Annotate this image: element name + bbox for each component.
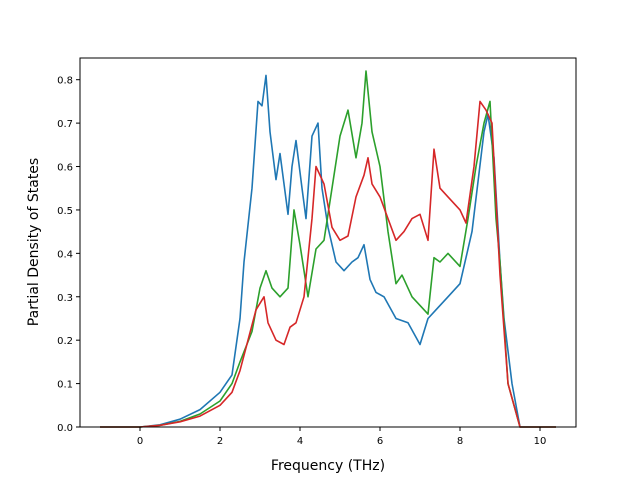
y-tick-label: 0.6 <box>57 163 73 174</box>
y-tick-label: 0.0 <box>57 423 73 434</box>
y-tick-label: 0.5 <box>57 206 73 217</box>
x-tick-label: 10 <box>534 436 547 447</box>
y-tick-label: 0.2 <box>57 336 73 347</box>
y-tick-label: 0.7 <box>57 119 73 130</box>
y-tick-label: 0.8 <box>57 76 73 87</box>
x-tick-label: 0 <box>137 436 143 447</box>
axes-frame <box>79 57 577 428</box>
series-line-3 <box>100 100 556 428</box>
y-tick-label: 0.3 <box>57 293 73 304</box>
x-tick-label: 6 <box>377 436 383 447</box>
y-axis-label: Partial Density of States <box>26 158 42 326</box>
plot-area: 0 2 4 6 8 10 0.0 0.1 0.2 0.3 0.4 0.5 0.6 0.7 0.8 <box>57 57 577 447</box>
y-tick-label: 0.1 <box>57 380 73 391</box>
series-line-1 <box>100 74 556 428</box>
x-axis-label: Frequency (THz) <box>271 458 385 474</box>
series-group <box>100 70 556 428</box>
x-tick-label: 4 <box>297 436 303 447</box>
y-tick-label: 0.4 <box>57 249 73 260</box>
y-axis-ticks: 0.0 0.1 0.2 0.3 0.4 0.5 0.6 0.7 0.8 <box>57 76 80 434</box>
x-tick-label: 8 <box>457 436 463 447</box>
x-axis-ticks: 0 2 4 6 8 10 <box>137 427 547 447</box>
x-tick-label: 2 <box>217 436 223 447</box>
